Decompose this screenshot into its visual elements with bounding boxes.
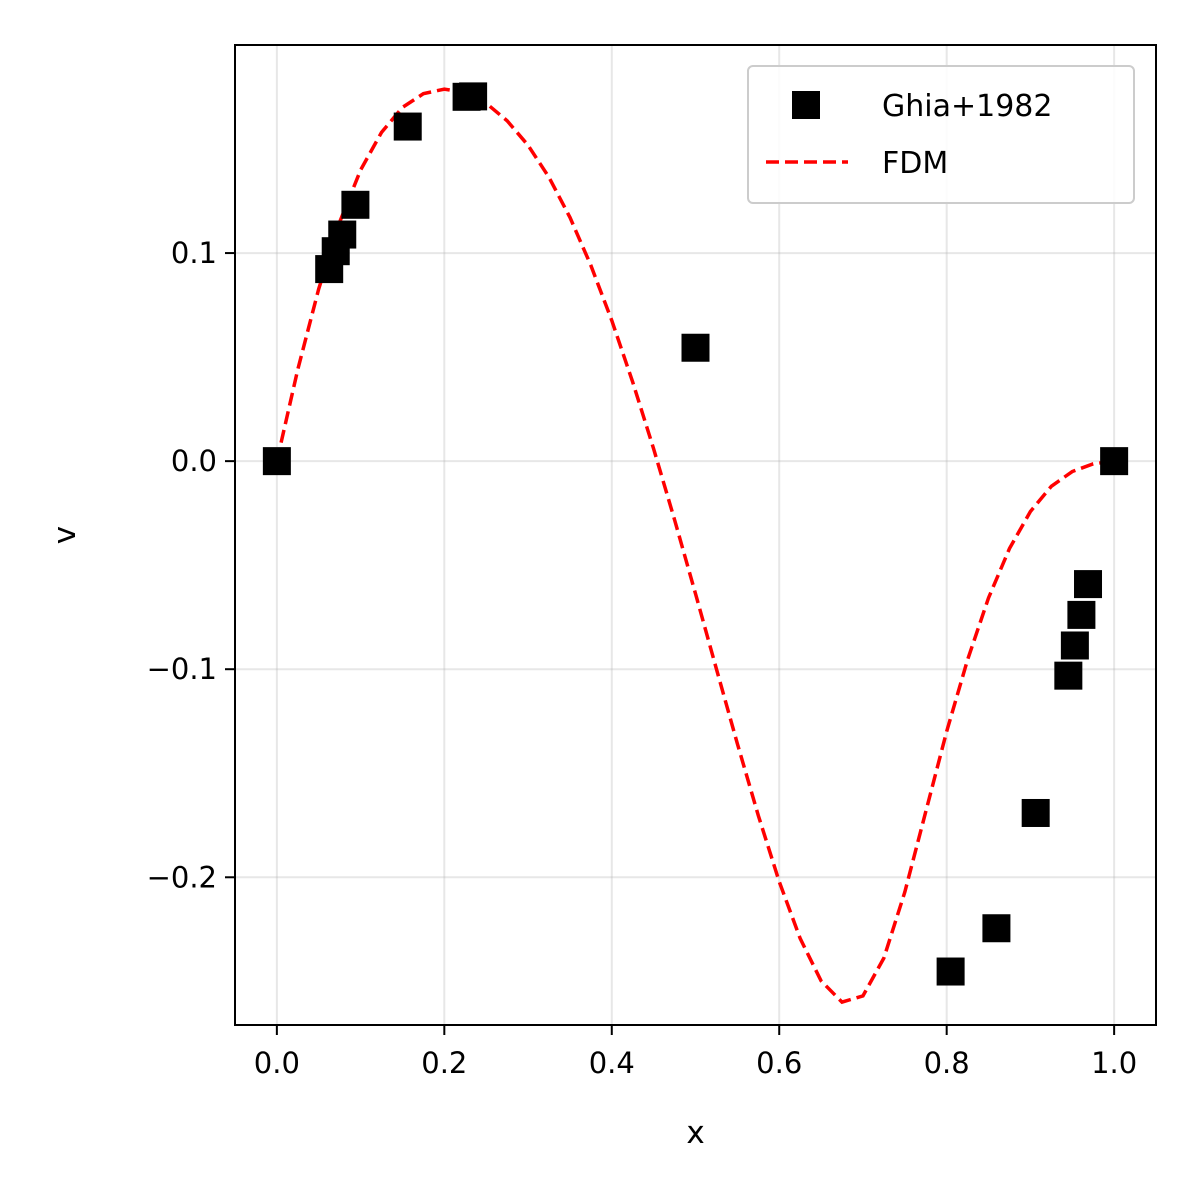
x-tick-label: 0.8 — [924, 1046, 970, 1080]
legend: Ghia+1982 FDM — [747, 65, 1135, 204]
fdm-series — [275, 87, 1115, 1005]
data-point — [681, 333, 710, 362]
data-point — [1021, 798, 1050, 827]
ticks: 0.0 0.2 0.4 0.6 0.8 1.0 −0.2 −0.1 0.0 0.1 — [147, 236, 1138, 1080]
legend-label-fdm: FDM — [882, 146, 948, 181]
y-tick-label: −0.2 — [147, 860, 217, 894]
legend-label-ghia: Ghia+1982 — [882, 89, 1052, 124]
data-point — [393, 112, 422, 141]
x-tick-label: 0.6 — [756, 1046, 802, 1080]
data-point — [341, 190, 370, 219]
y-axis-label: v — [47, 526, 83, 544]
legend-marker-ghia — [792, 91, 820, 119]
x-tick-label: 0.0 — [254, 1046, 300, 1080]
x-tick-label: 0.4 — [589, 1046, 635, 1080]
x-tick-label: 1.0 — [1091, 1046, 1137, 1080]
plot-frame — [234, 44, 1157, 1026]
legend-box — [747, 65, 1135, 204]
y-tick-label: 0.1 — [171, 236, 217, 270]
grid — [235, 45, 1156, 1025]
data-point — [936, 957, 965, 986]
data-point — [1100, 447, 1129, 476]
ghia-series — [262, 82, 1129, 986]
data-point — [328, 220, 357, 249]
data-point — [459, 82, 488, 111]
x-axis-label: x — [686, 1115, 704, 1151]
data-point — [1067, 600, 1096, 629]
x-tick-label: 0.2 — [421, 1046, 467, 1080]
y-tick-label: −0.1 — [147, 652, 217, 686]
data-point — [982, 914, 1011, 943]
data-point — [1074, 570, 1103, 599]
data-point — [1054, 661, 1083, 690]
data-point — [262, 447, 291, 476]
data-point — [1060, 631, 1089, 660]
y-tick-label: 0.0 — [171, 444, 217, 478]
fdm-line — [275, 87, 1115, 1005]
